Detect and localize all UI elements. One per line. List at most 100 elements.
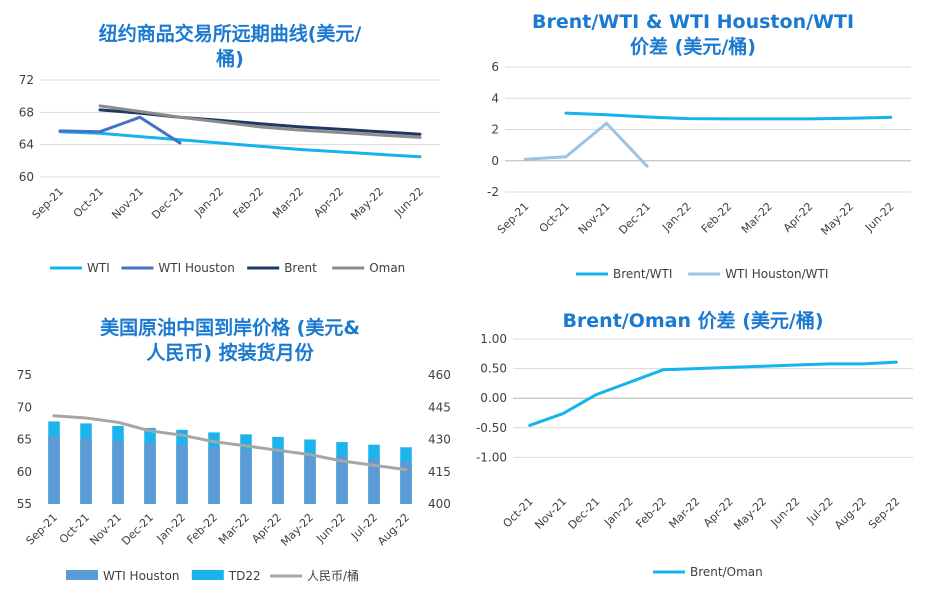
y-tick-label: 0.50 xyxy=(480,362,507,376)
x-tick-label: Sep-21 xyxy=(30,185,67,222)
y-tick-label: 64 xyxy=(19,138,34,152)
x-tick-label: Oct-21 xyxy=(57,511,92,546)
chart-title: Brent/WTI & WTI Houston/WTI 价差 (美元/桶) xyxy=(483,10,903,60)
legend-label: WTI Houston xyxy=(158,261,234,275)
y-tick-label: -0.50 xyxy=(476,421,507,435)
x-tick-label: Feb-22 xyxy=(633,495,669,531)
x-tick-label: Jun-22 xyxy=(313,511,348,546)
x-tick-label: May-22 xyxy=(278,511,316,549)
x-tick-label: Nov-21 xyxy=(576,200,613,237)
legend-label: Brent/Oman xyxy=(690,565,763,579)
x-tick-label: May-22 xyxy=(348,185,386,223)
bar xyxy=(48,436,60,504)
x-tick-label: Mar-22 xyxy=(270,185,306,221)
y2-tick-label: 400 xyxy=(428,497,451,511)
series-line xyxy=(58,115,182,145)
legend-swatch xyxy=(191,570,224,580)
y-tick-label: 60 xyxy=(17,465,32,479)
chart-brent-oman-spread: Brent/Oman 价差 (美元/桶) -1.00 -0.50 0.00 0.50 1… xyxy=(463,299,926,598)
x-tick-label: Jul-22 xyxy=(804,495,836,527)
chart-plot: -2 0 2 4 6 Sep-21 Oct-21 Nov-21 Dec-21 Jan-22 Feb-… xyxy=(487,60,911,281)
x-tick-label: Mar-22 xyxy=(666,495,702,531)
x-tick-label: Aug-22 xyxy=(832,495,869,532)
chart-title-line-1: Brent/WTI & WTI Houston/WTI xyxy=(531,11,855,33)
y-tick-label: 70 xyxy=(17,400,32,414)
y-tick-label: 6 xyxy=(491,60,499,74)
chart-plot: -1.00 -0.50 0.00 0.50 1.00 Oct-21Nov-21Dec-21… xyxy=(476,332,913,579)
chart-plot: 60 64 68 72 Sep-21 Oct-21 Nov-21 Dec-21 Jan-22 Fe… xyxy=(19,73,440,275)
x-tick-label: Nov-21 xyxy=(109,185,146,222)
legend-label: Brent/WTI xyxy=(613,267,672,281)
chart-nymex-forward-curve: 纽约商品交易所远期曲线(美元/ 桶) 60 64 68 72 Sep-21 Oct-21 N… xyxy=(0,0,463,299)
y2-tick-label: 460 xyxy=(428,368,451,382)
y-tick-label: -2 xyxy=(487,185,499,199)
y-tick-label: 0.00 xyxy=(480,391,507,405)
chart-us-crude-china-cif: 美国原油中国到岸价格 (美元& 人民币) 按装货月份 55 60 65 70 75 400… xyxy=(0,299,463,598)
x-tick-label: Jan-22 xyxy=(601,495,636,530)
x-tick-label: Dec-21 xyxy=(119,511,156,548)
series-line xyxy=(52,414,408,472)
y-tick-label: 1.00 xyxy=(480,332,507,346)
x-tick-label: Nov-21 xyxy=(532,495,569,532)
x-tick-label: Feb-22 xyxy=(230,185,266,221)
x-tick-label: Dec-21 xyxy=(149,185,186,222)
x-tick-label: Sep-22 xyxy=(866,495,903,532)
x-tick-label: Apr-22 xyxy=(311,185,346,220)
bar xyxy=(80,438,92,504)
x-tick-label: Oct-21 xyxy=(71,185,106,220)
y-tick-label: 68 xyxy=(19,105,34,119)
bar xyxy=(176,444,188,504)
y-tick-label: 60 xyxy=(19,170,34,184)
x-tick-label: Jun-22 xyxy=(768,495,803,530)
chart-brent-wti-spread: Brent/WTI & WTI Houston/WTI 价差 (美元/桶) -2… xyxy=(463,0,926,299)
series-line xyxy=(528,360,898,427)
series-line xyxy=(58,130,422,159)
x-tick-label: Jan-22 xyxy=(659,200,694,235)
y2-tick-label: 445 xyxy=(428,400,451,414)
bar xyxy=(112,440,124,504)
legend-swatch xyxy=(66,570,98,580)
y-tick-label: 72 xyxy=(19,73,34,87)
legend-label: 人民币/桶 xyxy=(307,568,359,583)
x-tick-label: Dec-21 xyxy=(616,200,653,237)
x-tick-label: May-22 xyxy=(818,200,856,238)
series-line xyxy=(564,111,893,121)
chart-title: 美国原油中国到岸价格 (美元& 人民币) 按装货月份 xyxy=(20,316,440,366)
y-tick-label: 4 xyxy=(491,91,499,105)
y-tick-label: -1.00 xyxy=(476,450,507,464)
bar xyxy=(400,461,412,504)
legend-label: WTI Houston/WTI xyxy=(725,267,828,281)
chart-title-line-2: 人民币) 按装货月份 xyxy=(146,342,314,364)
bar xyxy=(208,447,220,504)
bar xyxy=(304,453,316,504)
x-tick-label: Jan-22 xyxy=(192,185,227,220)
legend-label: WTI xyxy=(87,261,110,275)
x-tick-label: Jun-22 xyxy=(391,185,426,220)
x-tick-label: Apr-22 xyxy=(701,495,736,530)
series-line xyxy=(98,104,422,139)
legend-label: TD22 xyxy=(228,569,261,583)
x-tick-label: Aug-22 xyxy=(375,511,412,548)
legend-label: Oman xyxy=(369,261,405,275)
series-line xyxy=(523,121,649,168)
x-tick-label: May-22 xyxy=(731,495,769,533)
x-tick-label: Sep-21 xyxy=(24,511,61,548)
chart-title: Brent/Oman 价差 (美元/桶) xyxy=(483,309,903,334)
bar xyxy=(368,458,380,504)
x-tick-label: Jan-22 xyxy=(154,511,189,546)
chart-title: 纽约商品交易所远期曲线(美元/ 桶) xyxy=(20,22,440,72)
bar xyxy=(272,452,284,504)
x-tick-label: Oct-21 xyxy=(500,495,535,530)
x-tick-label: Mar-22 xyxy=(216,511,252,547)
x-tick-label: Jun-22 xyxy=(862,200,897,235)
chart-plot: 55 60 65 70 75 400 415 430 445 460 Sep-21Oct-21Nov… xyxy=(17,368,451,583)
legend-label: WTI Houston xyxy=(103,569,179,583)
y-tick-label: 65 xyxy=(17,433,32,447)
y2-tick-label: 430 xyxy=(428,433,451,447)
chart-title-line-1: Brent/Oman 价差 (美元/桶) xyxy=(562,310,824,332)
chart-title-line-2: 价差 (美元/桶) xyxy=(630,36,756,58)
bar xyxy=(144,442,156,504)
x-tick-label: Apr-22 xyxy=(781,200,816,235)
chart-title-line-2: 桶) xyxy=(216,48,244,70)
y-tick-label: 55 xyxy=(17,497,32,511)
